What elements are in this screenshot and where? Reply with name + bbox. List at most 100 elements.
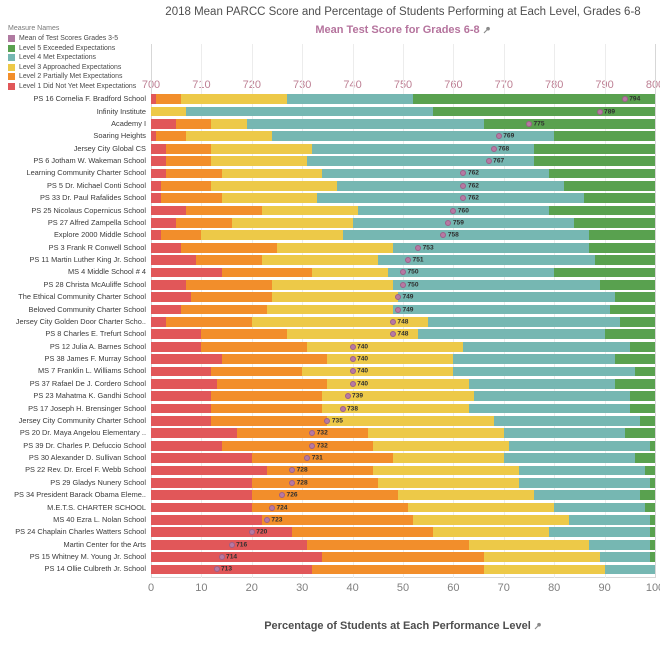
bar-segment-level-2[interactable] xyxy=(221,267,313,278)
bar-segment-level-4[interactable] xyxy=(453,366,635,377)
school-label[interactable]: PS 25 Nicolaus Copernicus School xyxy=(31,205,146,215)
bar-segment-level-5[interactable] xyxy=(629,341,655,352)
bar-segment-level-2[interactable] xyxy=(161,180,212,191)
bar-segment-level-2[interactable] xyxy=(312,564,484,575)
mean-score-dot[interactable] xyxy=(405,257,412,264)
bar-segment-level-4[interactable] xyxy=(503,428,625,439)
bar-segment-level-4[interactable] xyxy=(503,453,635,463)
bar-segment-level-1[interactable] xyxy=(151,564,313,575)
bar-segment-level-5[interactable] xyxy=(413,94,655,105)
mean-score-dot[interactable] xyxy=(450,207,457,214)
bar-segment-level-1[interactable] xyxy=(151,143,167,154)
mean-score-dot[interactable] xyxy=(309,430,316,437)
bar-segment-level-4[interactable] xyxy=(589,539,650,550)
bar-segment-level-4[interactable] xyxy=(352,218,575,228)
mean-score-dot[interactable] xyxy=(289,467,296,474)
bar-segment-level-3[interactable] xyxy=(397,490,535,501)
bar-segment-level-3[interactable] xyxy=(322,403,469,414)
bar-segment-level-5[interactable] xyxy=(574,218,655,228)
bar-segment-level-2[interactable] xyxy=(251,477,378,488)
bar-segment-level-1[interactable] xyxy=(151,255,197,265)
bar-segment-level-1[interactable] xyxy=(151,279,187,290)
bar-segment-level-3[interactable] xyxy=(392,453,504,463)
bar-segment-level-1[interactable] xyxy=(151,428,237,439)
bar-segment-level-3[interactable] xyxy=(468,539,590,550)
school-label[interactable]: The Ethical Community Charter School xyxy=(18,292,146,302)
mean-score-dot[interactable] xyxy=(445,219,452,226)
bar-segment-level-5[interactable] xyxy=(639,490,655,501)
bar-segment-level-1[interactable] xyxy=(151,267,222,278)
mean-score-dot[interactable] xyxy=(349,368,356,375)
school-label[interactable]: Jersey City Global CS xyxy=(73,143,146,153)
mean-score-dot[interactable] xyxy=(400,281,406,288)
bar-segment-level-5[interactable] xyxy=(483,119,655,129)
mean-score-dot[interactable] xyxy=(309,442,316,449)
bar-segment-level-5[interactable] xyxy=(534,156,655,166)
school-label[interactable]: PS 20 Dr. Maya Angelou Elementary .. xyxy=(19,428,146,438)
bar-segment-level-4[interactable] xyxy=(342,230,590,241)
bar-segment-level-3[interactable] xyxy=(271,279,393,290)
bar-segment-level-1[interactable] xyxy=(151,94,157,105)
school-label[interactable]: PS 5 Dr. Michael Conti School xyxy=(47,180,146,190)
bar-segment-level-3[interactable] xyxy=(377,477,519,488)
bar-segment-level-1[interactable] xyxy=(151,119,177,129)
mean-score-dot[interactable] xyxy=(344,393,351,400)
bar-segment-level-4[interactable] xyxy=(468,403,630,414)
bar-segment-level-2[interactable] xyxy=(166,317,252,327)
bar-segment-level-4[interactable] xyxy=(604,564,655,575)
bar-segment-level-1[interactable] xyxy=(151,552,323,562)
school-label[interactable]: PS 3 Frank R Conwell School xyxy=(48,242,146,252)
bar-segment-level-5[interactable] xyxy=(604,329,655,340)
bar-segment-level-3[interactable] xyxy=(266,304,393,315)
bar-segment-level-2[interactable] xyxy=(221,440,373,451)
school-label[interactable]: PS 22 Rev. Dr. Ercel F. Webb School xyxy=(25,465,146,475)
mean-score-dot[interactable] xyxy=(389,331,396,338)
bar-segment-level-3[interactable] xyxy=(327,354,454,364)
mean-score-dot[interactable] xyxy=(349,356,356,363)
bar-segment-level-2[interactable] xyxy=(186,279,272,290)
school-label[interactable]: Jersey City Community Charter School xyxy=(18,415,146,425)
legend-item[interactable]: Level 5 Exceeded Expectations xyxy=(8,44,136,52)
bar-segment-level-2[interactable] xyxy=(211,366,303,377)
bar-segment-level-5[interactable] xyxy=(549,205,655,216)
bar-segment-level-3[interactable] xyxy=(271,292,398,303)
bar-segment-level-1[interactable] xyxy=(151,440,222,451)
bar-segment-level-4[interactable] xyxy=(518,477,650,488)
bar-segment-level-2[interactable] xyxy=(211,403,323,414)
mean-score-dot[interactable] xyxy=(485,158,492,165)
school-label[interactable]: PS 14 Ollie Culbreth Jr. School xyxy=(44,564,146,574)
bar-segment-level-5[interactable] xyxy=(594,255,655,265)
bar-segment-level-5[interactable] xyxy=(589,242,655,253)
bar-segment-level-3[interactable] xyxy=(201,230,343,241)
bar-segment-level-4[interactable] xyxy=(493,416,640,426)
bar-segment-level-3[interactable] xyxy=(367,428,504,439)
mean-score-dot[interactable] xyxy=(248,529,255,536)
bar-segment-level-1[interactable] xyxy=(151,292,192,303)
school-label[interactable]: PS 15 Whitney M. Young Jr. School xyxy=(29,552,146,562)
bar-segment-level-4[interactable] xyxy=(287,94,414,105)
bar-segment-level-3[interactable] xyxy=(372,465,519,476)
bar-segment-level-1[interactable] xyxy=(151,156,167,166)
bar-segment-level-4[interactable] xyxy=(392,304,610,315)
bar-segment-level-5[interactable] xyxy=(433,106,655,117)
mean-score-dot[interactable] xyxy=(339,405,346,412)
school-label[interactable]: Infinity Institute xyxy=(96,106,146,116)
bar-segment-level-1[interactable] xyxy=(151,317,167,327)
school-label[interactable]: PS 12 Julia A. Barnes School xyxy=(49,341,146,351)
bar-segment-level-4[interactable] xyxy=(246,119,484,129)
bar-segment-level-4[interactable] xyxy=(307,156,535,166)
school-label[interactable]: PS 27 Alfred Zampella School xyxy=(47,217,146,227)
bar-segment-level-2[interactable] xyxy=(156,94,182,105)
mean-score-dot[interactable] xyxy=(349,343,356,350)
bar-segment-level-3[interactable] xyxy=(327,378,469,389)
bar-segment-level-1[interactable] xyxy=(151,230,162,241)
bar-segment-level-2[interactable] xyxy=(261,515,414,525)
bar-segment-level-5[interactable] xyxy=(554,131,655,142)
bar-segment-level-5[interactable] xyxy=(589,230,655,241)
school-label[interactable]: Jersey City Golden Door Charter Scho.. xyxy=(15,316,146,326)
bar-segment-level-2[interactable] xyxy=(161,193,222,204)
bar-segment-level-1[interactable] xyxy=(151,354,222,364)
bar-segment-level-2[interactable] xyxy=(322,552,484,562)
mean-score-dot[interactable] xyxy=(394,294,401,301)
bar-segment-level-5[interactable] xyxy=(599,279,655,290)
